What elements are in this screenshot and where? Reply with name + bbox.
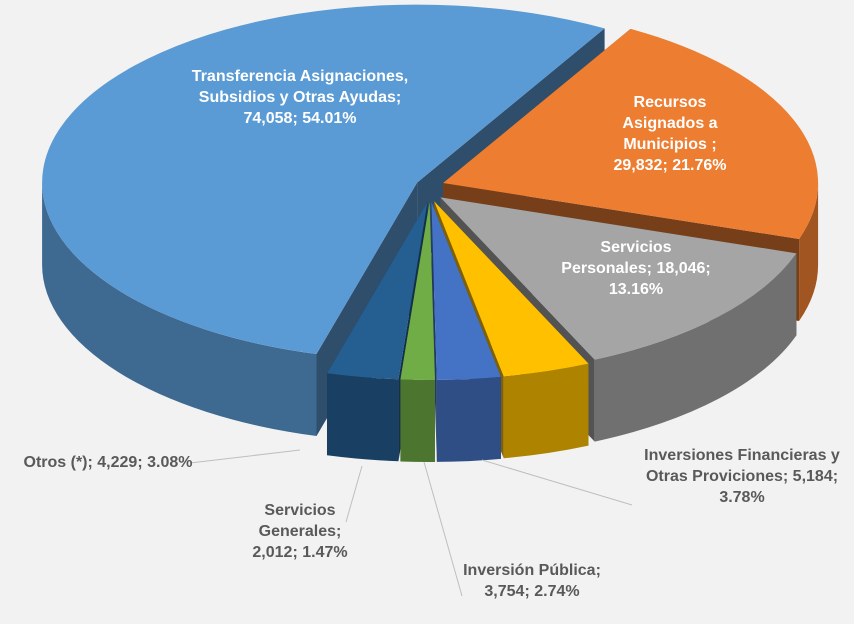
label-part: 1.47% <box>302 544 348 561</box>
slice-outer-wall <box>400 379 435 462</box>
leader-line <box>345 465 363 523</box>
data-label: Transferencia Asignaciones, Subsidios y … <box>191 68 409 127</box>
leader-line <box>481 459 633 506</box>
data-label: Otros (*); 4,229; 3.08% <box>23 454 193 471</box>
slice-top <box>400 201 435 380</box>
label-part: 3.78% <box>719 489 765 506</box>
slice-top <box>443 28 819 239</box>
label-part: Servicios Generales <box>258 502 337 540</box>
slice-outer-wall <box>436 376 501 462</box>
slice-top <box>440 197 797 360</box>
label-part: 18,046 <box>656 260 706 277</box>
label-part: Recursos Asignados a Municipios <box>622 94 718 153</box>
slice-outer-wall <box>594 253 797 442</box>
leader-line <box>189 449 301 464</box>
label-part: Servicios Personales <box>561 239 672 277</box>
slice <box>431 201 501 462</box>
slice-top <box>431 201 501 380</box>
data-label: Servicios Personales; 18,046; 13.16% <box>561 239 711 298</box>
slice <box>400 201 435 462</box>
label-part: 54.01% <box>302 110 357 127</box>
data-label: Inversión Pública; 3,754; 2.74% <box>463 562 601 600</box>
label-part: Transferencia Asignaciones, Subsidios y … <box>191 68 409 106</box>
slice-top <box>434 201 589 377</box>
label-part: 3.08% <box>147 454 193 471</box>
label-part: 5,184 <box>792 468 833 485</box>
slice-outer-wall <box>799 183 819 321</box>
slice-outer-wall <box>503 363 589 459</box>
data-label: Inversiones Financieras y Otras Provicio… <box>644 447 840 506</box>
slice-outer-wall <box>326 373 399 462</box>
label-part: 13.16% <box>608 281 664 298</box>
label-part: 2,012 <box>252 544 293 561</box>
label-part: Otros (*) <box>23 454 88 471</box>
label-part: 74,058 <box>243 110 293 127</box>
label-part: 4,229 <box>97 454 138 471</box>
label-part: 2.74% <box>534 583 580 600</box>
slice-top <box>42 4 605 355</box>
label-part: Inversiones Financieras y Otras Provicio… <box>644 447 840 485</box>
slice-top <box>326 201 428 380</box>
data-label: Recursos Asignados a Municipios ; 29,832… <box>613 94 727 174</box>
label-part: 21.76% <box>672 157 727 174</box>
data-label: Servicios Generales; 2,012; 1.47% <box>252 502 348 561</box>
label-part: Inversión Pública <box>463 562 596 579</box>
slice-radial-wall <box>431 201 437 462</box>
slice-outer-wall <box>42 182 317 437</box>
label-part: 29,832 <box>613 157 663 174</box>
leader-line <box>423 461 463 597</box>
label-part: 3,754 <box>484 583 525 600</box>
